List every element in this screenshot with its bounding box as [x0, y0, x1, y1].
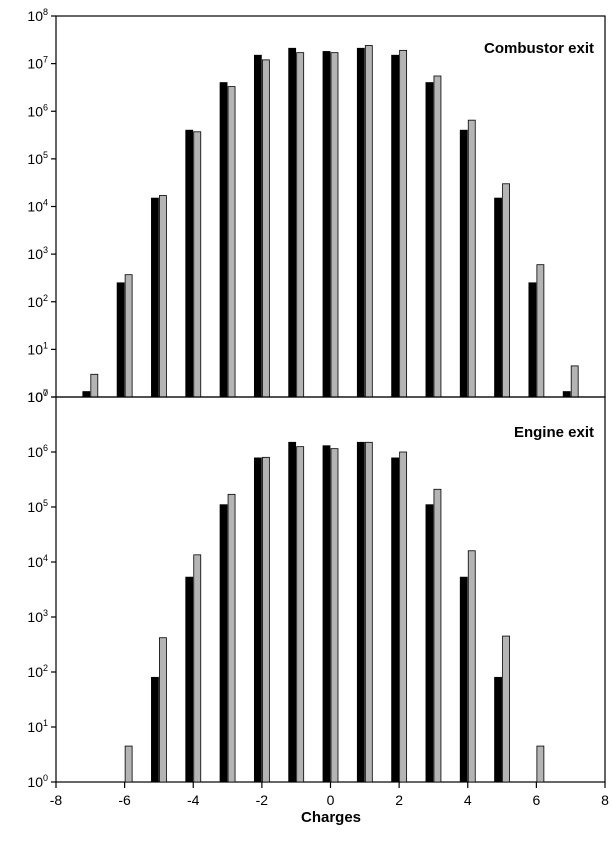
engine-exit-bar-gray: [330, 448, 339, 783]
combustor-exit-y-tick-label: 104: [27, 198, 48, 215]
combustor-exit-bar-black: [494, 197, 502, 398]
engine-exit-bar-black: [459, 576, 468, 783]
combustor-exit-bar-black: [116, 282, 125, 398]
combustor-exit-bar-black: [185, 129, 194, 398]
engine-exit-y-tick-label: 104: [27, 553, 48, 570]
combustor-exit-bar-gray: [536, 264, 545, 398]
combustor-exit-bar-black: [82, 391, 91, 398]
combustor-exit-bar-black: [528, 282, 537, 398]
combustor-exit-bar-gray: [124, 274, 133, 398]
combustor-exit-bar-black: [391, 54, 400, 398]
combustor-exit-bar-black: [562, 391, 571, 398]
x-tick-label: 8: [601, 792, 609, 808]
engine-exit-bar-gray: [433, 488, 442, 783]
combustor-exit-bar-gray: [159, 195, 167, 398]
combustor-exit-bar-black: [288, 47, 297, 398]
combustor-exit-bar-black: [253, 54, 262, 398]
combustor-exit-bar-gray: [502, 183, 510, 398]
x-tick-label: -2: [256, 792, 269, 808]
engine-exit-y-tick-label: 106: [27, 443, 48, 460]
engine-exit-y-tick-label: 100: [27, 773, 48, 790]
engine-exit-bar-black: [425, 504, 434, 783]
engine-exit-y-tick-label: 105: [27, 498, 48, 515]
engine-exit-bar-black: [219, 504, 228, 783]
combustor-exit-y-tick-label: 103: [27, 245, 48, 262]
combustor-exit-bar-gray: [193, 131, 202, 398]
combustor-exit-bar-gray: [227, 86, 236, 398]
combustor-exit-bar-gray: [90, 373, 99, 398]
engine-exit-bar-black: [391, 457, 400, 783]
combustor-exit-bar-black: [459, 129, 468, 398]
engine-exit-bar-black: [185, 576, 194, 783]
combustor-exit-bar-black: [425, 82, 434, 398]
combustor-exit-title: Combustor exit: [484, 40, 594, 57]
combustor-exit-bar-gray: [330, 52, 339, 398]
engine-exit-bar-gray: [227, 493, 236, 783]
combustor-exit-bar-black: [356, 47, 365, 398]
engine-exit-bar-gray: [124, 745, 133, 783]
engine-exit-y-tick-label: 101: [27, 718, 48, 735]
x-tick-label: 6: [532, 792, 540, 808]
engine-exit-y-axis: 100 101 102 103 104 105 106 107: [27, 388, 56, 790]
engine-exit-bar-black: [253, 457, 262, 783]
combustor-exit-bar-gray: [296, 52, 305, 398]
engine-exit-bar-gray: [399, 451, 408, 783]
engine-exit-y-tick-label: 107: [27, 388, 48, 405]
combustor-exit-y-tick-label: 101: [27, 340, 48, 357]
combustor-exit-bar-gray: [364, 45, 373, 398]
x-axis-title: Charges: [301, 809, 361, 826]
combustor-exit-y-axis: 100 101 102 103 104 105 106 107 108: [27, 7, 56, 405]
combustor-exit-y-tick-label: 105: [27, 150, 48, 167]
combustor-exit-y-tick-label: 108: [27, 7, 48, 24]
engine-exit-title: Engine exit: [514, 424, 594, 441]
engine-exit-bar-black: [322, 445, 331, 783]
x-tick-label: 0: [327, 792, 335, 808]
engine-exit-bars: [124, 441, 545, 783]
combustor-exit-y-tick-label: 107: [27, 55, 48, 72]
engine-exit-bar-gray: [193, 554, 202, 783]
engine-exit-bar-gray: [467, 550, 476, 783]
engine-exit-bar-gray: [296, 446, 305, 783]
combustor-exit-bar-black: [219, 82, 228, 398]
combustor-exit-y-tick-label: 106: [27, 102, 48, 119]
x-tick-label: 4: [464, 792, 472, 808]
engine-exit-bar-black: [356, 441, 365, 783]
engine-exit-bar-gray: [159, 637, 167, 783]
x-tick-label: -4: [187, 792, 200, 808]
engine-exit-bar-black: [288, 441, 297, 783]
x-tick-label: -6: [118, 792, 131, 808]
combustor-exit-bar-gray: [399, 49, 408, 398]
x-tick-label: -8: [50, 792, 63, 808]
combustor-exit-y-tick-label: 100: [27, 388, 48, 405]
engine-exit-y-tick-label: 102: [27, 663, 48, 680]
combustor-exit-y-tick-label: 102: [27, 293, 48, 310]
combustor-exit-bar-gray: [261, 59, 270, 398]
engine-exit-bar-gray: [261, 456, 270, 783]
engine-exit-bar-black: [151, 676, 159, 783]
combustor-exit-bar-black: [151, 197, 159, 398]
engine-exit-bar-black: [494, 676, 502, 783]
engine-exit-panel: 100 101 102 103 104 105 106 107 -8 -6 -4 -2 0 2 4 6 8 E…: [27, 388, 609, 826]
combustor-exit-bar-gray: [467, 119, 476, 398]
x-tick-label: 2: [395, 792, 403, 808]
engine-exit-bar-gray: [536, 745, 545, 783]
combustor-exit-bar-black: [322, 51, 331, 398]
x-axis: -8 -6 -4 -2 0 2 4 6 8: [50, 782, 609, 808]
combustor-exit-bar-gray: [570, 365, 579, 398]
combustor-exit-bar-gray: [433, 75, 442, 398]
engine-exit-bar-gray: [502, 635, 510, 783]
engine-exit-y-tick-label: 103: [27, 608, 48, 625]
engine-exit-bar-gray: [364, 441, 373, 783]
